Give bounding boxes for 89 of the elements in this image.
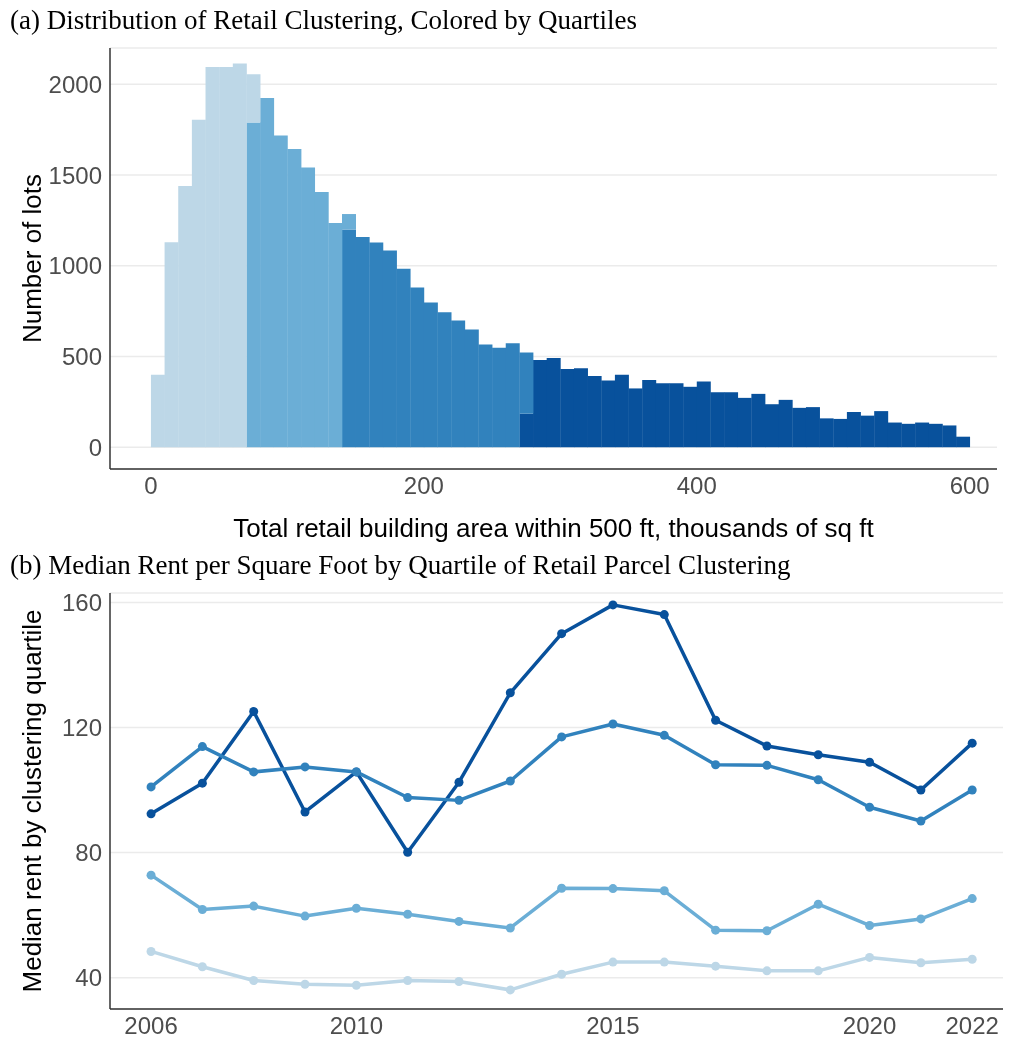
point <box>557 732 567 742</box>
point <box>711 715 721 725</box>
y-tick-label: 40 <box>75 964 102 992</box>
y-tick-label: 500 <box>61 343 102 371</box>
point <box>197 742 207 752</box>
point <box>146 870 156 880</box>
point <box>454 916 464 926</box>
point <box>813 750 823 760</box>
point <box>146 809 156 819</box>
y-tick-label: 80 <box>75 839 102 867</box>
x-tick-label: 2010 <box>329 1012 384 1040</box>
point <box>249 767 259 777</box>
point <box>762 760 772 770</box>
point <box>197 778 207 788</box>
point <box>813 775 823 785</box>
point <box>197 962 207 972</box>
point <box>608 884 618 894</box>
point <box>659 957 669 967</box>
point <box>659 886 669 896</box>
x-tick-label: 600 <box>949 472 990 500</box>
point <box>865 952 875 962</box>
point <box>300 979 310 989</box>
point <box>300 807 310 817</box>
point <box>146 782 156 792</box>
y-axis-title: Number of lots <box>17 173 48 344</box>
chart-title: (a) Distribution of Retail Clustering, Colored by Quartiles <box>9 4 638 37</box>
point <box>916 816 926 826</box>
point <box>249 901 259 911</box>
point <box>300 762 310 772</box>
point <box>916 785 926 795</box>
x-tick-label: 2006 <box>124 1012 178 1040</box>
point <box>813 899 823 909</box>
point <box>403 847 413 857</box>
point <box>351 980 361 990</box>
point <box>505 688 515 698</box>
point <box>249 976 259 986</box>
point <box>659 730 669 740</box>
point <box>967 785 977 795</box>
point <box>608 600 618 610</box>
point <box>813 966 823 976</box>
y-tick-label: 2000 <box>48 70 102 98</box>
point <box>608 719 618 729</box>
point <box>505 923 515 933</box>
point <box>557 629 567 639</box>
y-tick-label: 120 <box>61 714 102 742</box>
point <box>454 777 464 787</box>
y-tick-label: 160 <box>61 588 102 616</box>
point <box>711 760 721 770</box>
point <box>916 958 926 968</box>
x-tick-label: 400 <box>676 472 717 500</box>
point <box>967 954 977 964</box>
point <box>762 926 772 936</box>
point <box>351 903 361 913</box>
point <box>300 911 310 921</box>
point <box>403 793 413 803</box>
point <box>967 894 977 904</box>
x-axis-title: Total retail building area within 500 ft, thousands of sq ft <box>233 513 875 543</box>
x-tick-label: 0 <box>144 472 158 500</box>
point <box>557 883 567 893</box>
point <box>403 976 413 986</box>
point <box>249 707 259 717</box>
chart-title: (b) Median Rent per Square Foot by Quartile of Retail Parcel Clustering <box>9 549 792 582</box>
point <box>916 914 926 924</box>
point <box>146 946 156 956</box>
x-tick-label: 2022 <box>945 1012 999 1040</box>
point <box>967 738 977 748</box>
point <box>865 802 875 812</box>
point <box>608 957 618 967</box>
y-tick-label: 0 <box>88 433 102 461</box>
point <box>557 969 567 979</box>
point <box>711 925 721 935</box>
point <box>659 610 669 620</box>
y-tick-label: 1000 <box>48 252 102 280</box>
point <box>454 976 464 986</box>
point <box>197 905 207 915</box>
point <box>403 909 413 919</box>
point <box>454 795 464 805</box>
point <box>505 985 515 995</box>
point <box>865 920 875 930</box>
point <box>505 776 515 786</box>
point <box>762 966 772 976</box>
x-tick-label: 200 <box>403 472 444 500</box>
y-tick-label: 1500 <box>48 161 102 189</box>
x-tick-label: 2020 <box>842 1012 897 1040</box>
y-axis-title: Median rent by clustering quartile <box>17 609 48 993</box>
x-tick-label: 2015 <box>586 1012 640 1040</box>
point <box>865 757 875 767</box>
point <box>762 741 772 751</box>
point <box>711 961 721 971</box>
